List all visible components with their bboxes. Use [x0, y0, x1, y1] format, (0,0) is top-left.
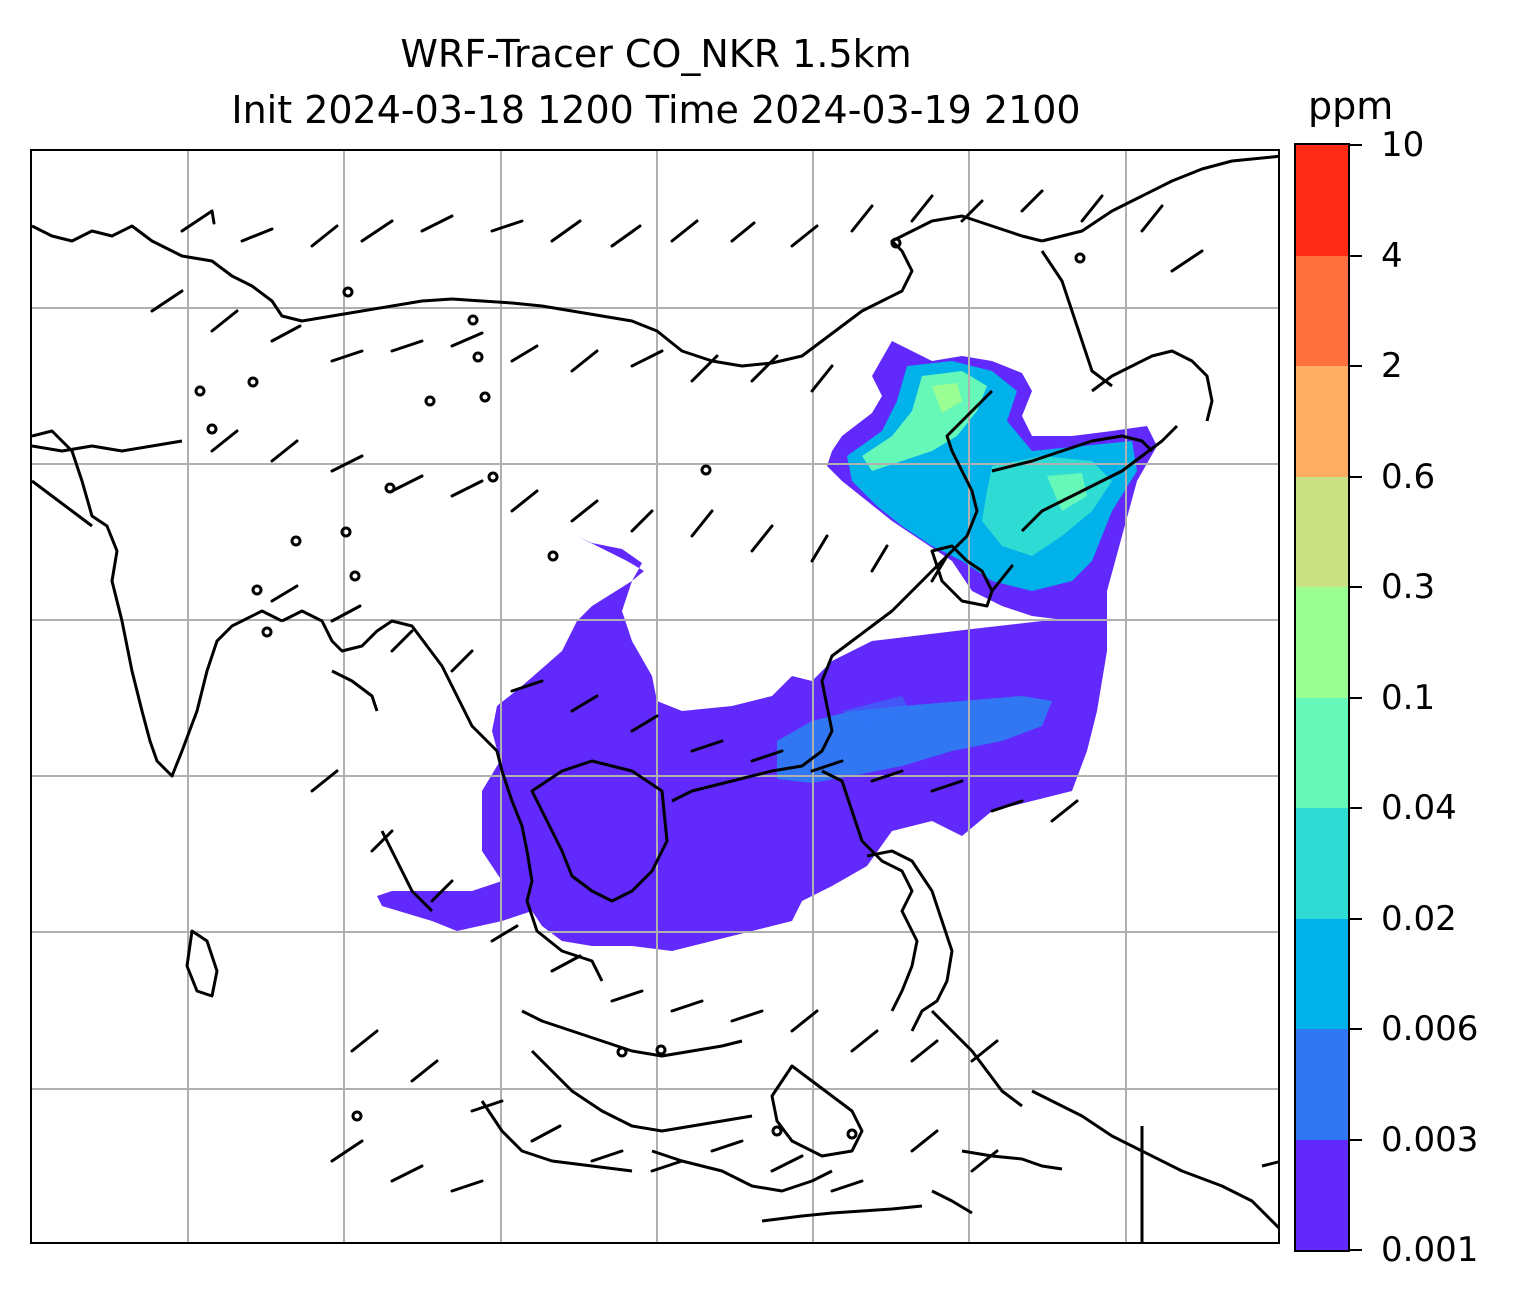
colorbar-tick [1350, 1249, 1362, 1251]
colorbar-tick [1350, 586, 1362, 588]
colorbar-tick [1350, 365, 1362, 367]
colorbar-tick-label: 2 [1381, 346, 1403, 386]
colorbar-tick [1350, 696, 1362, 699]
colorbar-tick-label: 0.003 [1381, 1119, 1479, 1160]
colorbar-segment [1296, 918, 1348, 1029]
wind-barbs [150, 189, 1204, 1193]
colorbar-tick [1350, 807, 1362, 809]
colorbar-segment [1296, 255, 1348, 366]
colorbar-tick [1350, 254, 1362, 257]
colorbar-tick-label: 0.1 [1381, 677, 1436, 718]
colorbar [1294, 143, 1350, 1252]
colorbar-segment [1296, 476, 1348, 587]
colorbar-tick-label: 0.04 [1381, 788, 1457, 828]
colorbar-tick-label: 0.6 [1381, 456, 1436, 497]
colorbar-tick [1350, 1138, 1362, 1141]
map-gridlines [32, 151, 1278, 1242]
colorbar-tick-label: 0.006 [1381, 1009, 1479, 1049]
colorbar-tick-label: 4 [1381, 235, 1403, 276]
colorbar-tick [1350, 475, 1362, 478]
colorbar-segment [1296, 586, 1348, 698]
colorbar-segment [1296, 1139, 1348, 1250]
map-panel[interactable] [30, 149, 1280, 1244]
colorbar-tick-label: 0.001 [1381, 1230, 1479, 1270]
colorbar-tick [1350, 144, 1362, 146]
colorbar-segment [1296, 1028, 1348, 1140]
chart-title-line2: Init 2024-03-18 1200 Time 2024-03-19 210… [231, 88, 1081, 132]
coastlines [32, 154, 1278, 1242]
colorbar-tick-label: 0.3 [1381, 567, 1436, 607]
colorbar-tick [1350, 917, 1362, 920]
colorbar-tick-label: 10 [1381, 125, 1425, 165]
colorbar-segment [1296, 697, 1348, 808]
colorbar-tick-label: 0.02 [1381, 898, 1457, 939]
colorbar-unit-label: ppm [1308, 84, 1394, 128]
colorbar-tick [1350, 1028, 1362, 1030]
tracer-plume-north [827, 341, 1157, 621]
calm-wind-markers [194, 237, 1086, 1140]
colorbar-segment [1296, 144, 1348, 256]
chart-title-line1: WRF-Tracer CO_NKR 1.5km [400, 32, 912, 76]
colorbar-segment [1296, 807, 1348, 919]
colorbar-segment [1296, 365, 1348, 477]
map-canvas [32, 151, 1278, 1242]
